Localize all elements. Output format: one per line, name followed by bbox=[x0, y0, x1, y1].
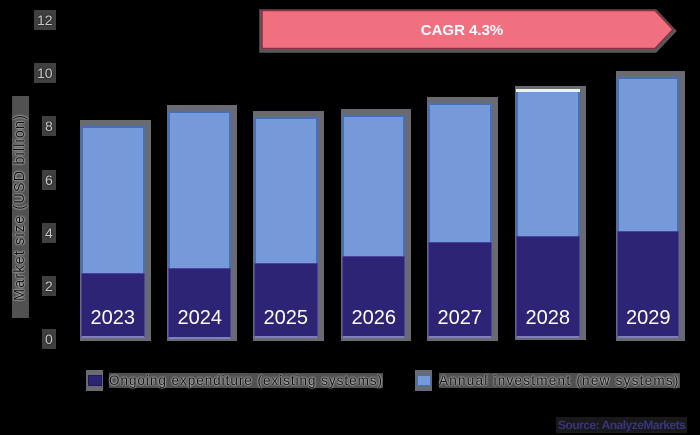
svg-text:CAGR 4.3%: CAGR 4.3% bbox=[421, 22, 504, 39]
